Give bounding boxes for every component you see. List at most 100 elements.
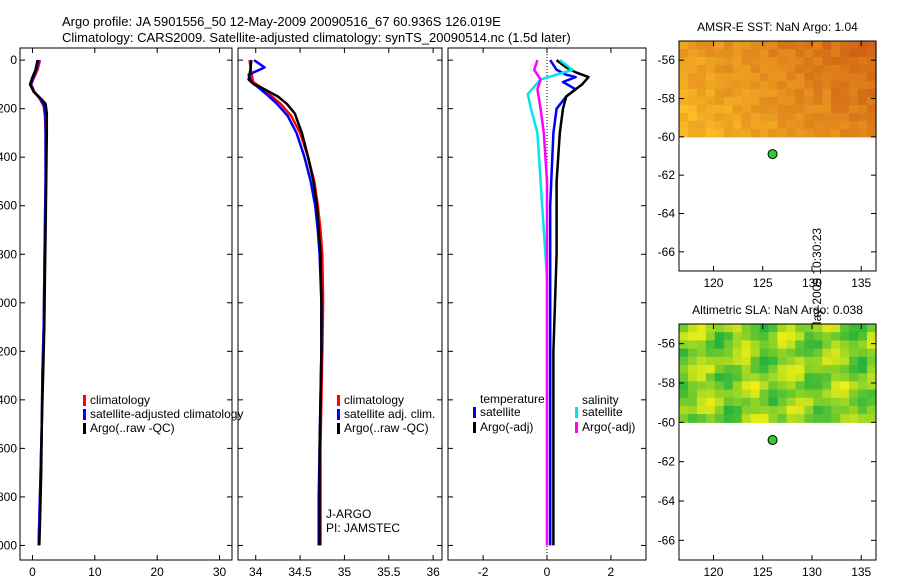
sst-map-cell <box>750 80 761 90</box>
sla-map-cell <box>679 332 689 341</box>
sla-map-cell <box>741 414 752 423</box>
sla-map-xtick-label: 125 <box>753 565 773 579</box>
sla-map-cell <box>696 381 707 391</box>
sla-map-cell <box>723 397 734 407</box>
sla-map-cell <box>750 365 761 374</box>
sst-map-cell <box>804 96 814 106</box>
sst-map-cell <box>840 120 850 130</box>
sla-map-cell <box>750 332 761 341</box>
sla-map-ytick-label: -66 <box>658 533 676 547</box>
sla-map-cell <box>768 414 779 423</box>
sst-map-cell <box>688 65 698 74</box>
sst-map-cell <box>849 112 859 122</box>
sst-map-cell <box>759 65 770 74</box>
sla-map-cell <box>714 381 725 391</box>
difference-panel-xtick-label: -2 <box>478 565 489 579</box>
sla-map-cell <box>723 405 734 415</box>
sla-map-cell <box>786 365 797 374</box>
sst-map-cell <box>867 72 877 82</box>
sst-map-ytick-label: -64 <box>658 207 676 221</box>
sst-map-cell <box>705 88 716 98</box>
sal-annotation-float: J-ARGO <box>326 507 371 521</box>
sla-map-cell <box>822 414 832 423</box>
diff-legend-sal-argo-swatch <box>575 422 578 433</box>
sla-map-cell <box>822 340 832 350</box>
sla-map-cell <box>679 373 689 382</box>
sla-map-cell <box>849 365 859 374</box>
sst-map-cell <box>777 80 788 90</box>
sst-map-cell <box>795 128 805 138</box>
sst-map-cell <box>822 112 832 122</box>
sst-map-cell <box>849 65 859 74</box>
sla-map-cell <box>768 373 779 382</box>
sla-map-cell <box>714 397 725 407</box>
sst-map-cell <box>822 57 832 66</box>
sla-map-cell <box>867 356 877 366</box>
sla-map-cell <box>813 340 823 350</box>
sal-legend-0-swatch <box>337 395 340 406</box>
sst-map-cell <box>732 57 743 66</box>
temperature-panel-ytick-label: 200 <box>0 102 17 116</box>
sla-map-cell <box>723 356 734 366</box>
sst-map-cell <box>768 88 779 98</box>
sla-map-cell <box>732 340 743 350</box>
sla-map-cell <box>822 348 832 358</box>
sla-map-cell <box>688 381 698 391</box>
sla-map-cell <box>688 340 698 350</box>
sst-map-cell <box>804 80 814 90</box>
sst-map-cell <box>750 128 761 138</box>
sst-map-cell <box>714 104 725 114</box>
sst-map-cell <box>831 65 841 74</box>
temperature-panel-ytick-label: 400 <box>0 150 17 164</box>
sst-map-cell <box>750 65 761 74</box>
diff-legend-temp-argo-label: Argo(-adj) <box>480 420 533 434</box>
sst-map-cell <box>858 88 868 98</box>
sst-map-cell <box>840 80 850 90</box>
sst-map-cell <box>777 65 788 74</box>
sst-map-cell <box>822 104 832 114</box>
sst-map-cell <box>688 41 698 50</box>
sla-map-cell <box>777 373 788 382</box>
sla-map-cell <box>849 332 859 341</box>
sst-map-cell <box>696 72 707 82</box>
sst-map-cell <box>705 49 716 58</box>
sst-map-cell <box>732 88 743 98</box>
sst-map-cell <box>750 57 761 66</box>
sla-map-cell <box>705 332 716 341</box>
sla-map-cell <box>813 348 823 358</box>
sla-map-cell <box>813 414 823 423</box>
sst-map-cell <box>714 72 725 82</box>
sst-map-cell <box>804 112 814 122</box>
sst-map-cell <box>688 49 698 58</box>
sst-map-cell <box>795 72 805 82</box>
sla-map-cell <box>804 340 814 350</box>
sla-map-cell <box>840 324 850 333</box>
sla-map-cell <box>732 381 743 391</box>
sla-map-ytick-label: -56 <box>658 337 676 351</box>
sla-map-cell <box>858 381 868 391</box>
sla-map-cell <box>804 405 814 415</box>
sla-map-ytick-label: -58 <box>658 376 676 390</box>
sst-map-cell <box>840 49 850 58</box>
sla-map-ytick-label: -60 <box>658 415 676 429</box>
sla-map-cell <box>679 405 689 415</box>
sla-map-cell <box>849 389 859 399</box>
sla-map-cell <box>768 397 779 407</box>
sst-map-cell <box>795 88 805 98</box>
sst-map-cell <box>714 88 725 98</box>
sla-map-cell <box>813 389 823 399</box>
sla-map-cell <box>840 356 850 366</box>
sla-map-cell <box>867 340 877 350</box>
salinity-panel-series-argo-raw-qc- <box>247 59 323 546</box>
sst-map-cell <box>786 72 797 82</box>
sla-map-cell <box>831 332 841 341</box>
sla-map-cell <box>714 365 725 374</box>
sst-map-cell <box>831 128 841 138</box>
sst-map-cell <box>679 104 689 114</box>
sst-map-cell <box>679 120 689 130</box>
sla-map-cell <box>768 365 779 374</box>
sst-map-cell <box>858 57 868 66</box>
sst-map-cell <box>858 80 868 90</box>
sst-map-cell <box>759 112 770 122</box>
title-line-1: Argo profile: JA 5901556_50 12-May-2009 … <box>62 14 501 29</box>
